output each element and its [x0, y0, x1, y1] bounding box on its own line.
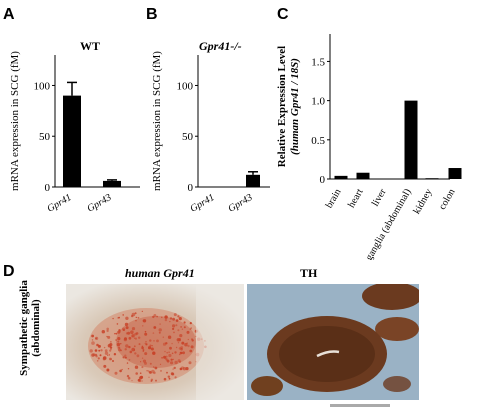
y-tick-label-0-2: 100: [34, 80, 51, 92]
charts-svg: 0 50 100 Gpr41 Gpr43 mRNA expression in SCG (…: [9, 34, 462, 260]
x-tick-label-2-2: liver: [370, 186, 389, 208]
bar-0-0: [63, 95, 81, 187]
panel-letter-c: C: [277, 6, 289, 23]
y-axis-title-c-line1: Relative Expression Level: [276, 46, 288, 167]
x-tick-label-0-0: Gpr41: [45, 192, 73, 215]
x-tick-label-2-4: kidney: [411, 187, 434, 216]
bar-2-1: [356, 172, 370, 179]
bar-2-3: [404, 100, 418, 179]
x-tick-label-1-1: Gpr43: [226, 192, 254, 215]
panel-letter-a: A: [3, 6, 15, 23]
bar-1-0: [208, 187, 222, 188]
bar-0-1: [103, 180, 121, 187]
bar-2-4: [425, 178, 439, 179]
y-tick-label-0-1: 50: [39, 131, 51, 143]
y-tick-label-1-1: 50: [182, 131, 194, 143]
panel-b-title: Gpr41-/-: [199, 39, 242, 53]
panel-a-title: WT: [80, 39, 101, 53]
x-tick-label-2-0: brain: [324, 187, 344, 210]
panel-letter-d: D: [3, 263, 15, 280]
y-tick-label-2-3: 1.5: [311, 56, 325, 68]
y-tick-label-1-2: 100: [177, 80, 194, 92]
bar-2-5: [448, 168, 462, 179]
y-axis-title-1: mRNA expression in SCG (fM): [151, 51, 163, 191]
bar-2-2: [379, 179, 393, 180]
panel-d-left-label: human Gpr41: [125, 266, 195, 280]
side-label-line1: Sympathetic ganglia: [18, 280, 30, 376]
x-tick-label-2-1: heart: [346, 187, 366, 210]
y-tick-label-2-2: 1.0: [311, 96, 325, 108]
panel-letter-b: B: [146, 6, 158, 23]
y-tick-label-2-0: 0: [320, 174, 326, 186]
micrograph-th: [247, 284, 419, 400]
side-label-line2: (abdominal): [30, 299, 42, 357]
y-tick-label-2-1: 0.5: [311, 135, 325, 147]
y-tick-label-0-0: 0: [45, 182, 51, 194]
y-tick-label-1-0: 0: [188, 182, 194, 194]
x-tick-label-1-0: Gpr41: [188, 192, 216, 215]
x-tick-label-0-1: Gpr43: [85, 192, 113, 215]
panel-d-side-label: Sympathetic ganglia (abdominal): [18, 268, 48, 388]
panel-d-right-label: TH: [300, 266, 318, 280]
x-tick-label-2-5: colon: [437, 187, 458, 212]
scale-bar: [330, 404, 390, 407]
y-axis-title-c-line2: (human Gpr41 / 18S): [289, 58, 301, 155]
y-axis-title-0: mRNA expression in SCG (fM): [9, 51, 21, 191]
micrograph-human-gpr41: [66, 284, 244, 400]
bar-1-1: [246, 174, 260, 187]
bar-2-0: [334, 175, 348, 179]
